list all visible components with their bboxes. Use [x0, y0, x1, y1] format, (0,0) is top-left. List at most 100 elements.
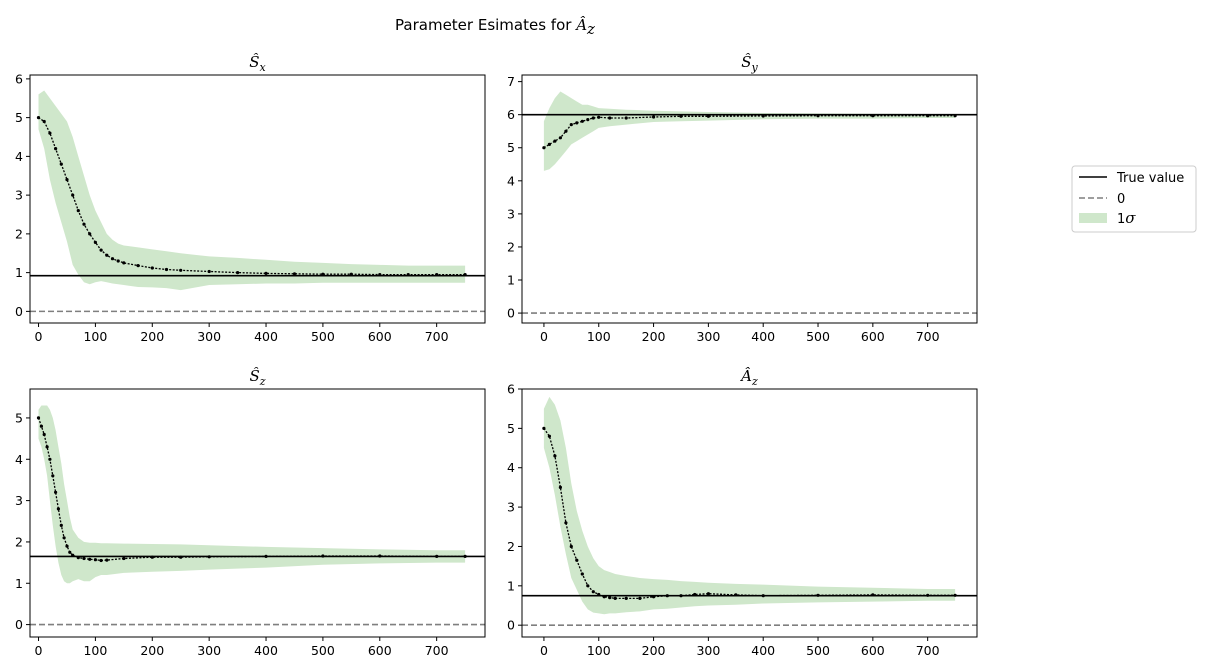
y-tick-label-sz: 3	[15, 493, 23, 508]
estimate-point-sy	[580, 119, 584, 123]
estimate-point-sx	[93, 240, 97, 244]
estimate-point-sy	[558, 136, 563, 140]
estimate-point-sy	[608, 116, 612, 120]
y-tick-label-az: 5	[507, 421, 515, 436]
plot-area-az	[522, 396, 977, 626]
estimate-point-az	[602, 595, 606, 599]
estimate-point-sz	[88, 557, 92, 561]
estimate-point-sx	[150, 266, 154, 270]
estimate-point-sz	[150, 555, 154, 559]
legend-band-label: 1σ	[1117, 209, 1136, 227]
estimate-point-sz	[54, 490, 58, 494]
y-tick-label-sx: 6	[15, 71, 23, 86]
x-tick-label-az: 200	[642, 643, 666, 658]
estimate-point-az	[569, 544, 573, 549]
sigma-band-az	[543, 396, 956, 615]
x-tick-label-sz: 300	[197, 643, 221, 658]
estimate-point-az	[553, 454, 557, 458]
x-tick-label-sx: 400	[254, 329, 278, 344]
estimate-point-sz	[51, 474, 55, 478]
legend-true-label: True value	[1116, 171, 1184, 186]
x-tick-label-sy: 500	[806, 329, 830, 344]
y-tick-label-sz: 0	[15, 617, 23, 632]
estimate-point-az	[926, 593, 930, 597]
estimate-point-az	[542, 426, 546, 430]
y-tick-label-az: 0	[507, 618, 515, 633]
panel-sx: 0 100 200 300 400 500 600 700 0 1 2 3 4 5 6 Ŝx	[15, 53, 486, 344]
legend-zero-label: 0	[1117, 192, 1125, 207]
estimate-point-sz	[207, 555, 211, 559]
estimate-point-sz	[264, 554, 268, 559]
x-tick-label-az: 100	[587, 643, 611, 658]
x-tick-label-sx: 200	[140, 329, 164, 344]
estimate-point-sx	[349, 272, 353, 276]
estimate-point-az	[564, 521, 568, 525]
estimate-point-sy	[624, 116, 628, 120]
estimate-point-sx	[122, 261, 126, 265]
estimate-point-sy	[761, 114, 765, 118]
estimate-point-sy	[553, 139, 557, 143]
estimate-point-sz	[42, 432, 46, 437]
estimate-point-sx	[76, 209, 80, 213]
estimate-point-sx	[36, 116, 41, 120]
estimate-point-sx	[99, 248, 103, 252]
panel-az: 0 100 200 300 400 500 600 700 0 1 2 3 4 5 6 Âz	[507, 367, 978, 658]
estimate-line-sx	[38, 117, 466, 276]
y-tick-label-az: 2	[507, 539, 515, 554]
y-tick-label-sx: 3	[15, 188, 23, 203]
estimate-point-sx	[463, 273, 467, 277]
x-tick-label-sz: 700	[425, 643, 449, 658]
estimate-point-az	[575, 558, 579, 562]
axes-frame-sz	[29, 388, 486, 638]
estimate-point-sx	[207, 269, 211, 274]
estimate-point-sy	[706, 114, 711, 118]
estimate-point-az	[761, 594, 765, 598]
plot-area-sz	[30, 405, 485, 626]
estimate-point-sx	[406, 273, 410, 277]
estimate-point-sx	[88, 232, 92, 236]
estimate-point-az	[580, 572, 584, 576]
estimate-point-sz	[62, 536, 66, 540]
x-tick-label-sy: 700	[916, 329, 940, 344]
estimate-point-sy	[816, 114, 820, 118]
subplot-title-az: Âz	[739, 367, 758, 388]
y-tick-label-az: 6	[507, 382, 515, 397]
x-tick-label-sz: 400	[254, 643, 278, 658]
y-tick-label-sx: 1	[15, 265, 23, 280]
estimate-point-az	[665, 594, 669, 598]
estimate-point-sy	[542, 146, 546, 150]
estimate-point-sy	[564, 129, 568, 133]
x-tick-label-sx: 100	[83, 329, 107, 344]
subplot-title-sx: Ŝx	[249, 53, 266, 74]
estimate-point-sx	[378, 273, 382, 277]
estimate-point-sz	[105, 558, 109, 562]
estimate-point-sx	[82, 222, 86, 226]
estimate-point-az	[871, 593, 875, 597]
estimate-point-az	[624, 596, 628, 601]
estimate-point-sz	[39, 424, 44, 428]
estimate-point-sz	[68, 550, 72, 554]
estimate-point-sz	[56, 507, 61, 511]
estimate-point-sy	[926, 114, 930, 118]
estimate-point-sx	[292, 272, 297, 276]
x-tick-label-sx: 700	[425, 329, 449, 344]
plot-area-sy	[522, 91, 977, 314]
estimate-point-az	[613, 596, 617, 601]
estimate-point-sx	[164, 267, 169, 272]
estimate-point-sx	[54, 147, 58, 151]
y-tick-label-sx: 2	[15, 226, 23, 241]
axes-frame-sx	[29, 74, 486, 324]
estimate-point-sx	[264, 271, 268, 275]
y-tick-label-az: 4	[507, 460, 515, 475]
estimate-point-sz	[71, 553, 75, 557]
estimate-point-sy	[597, 115, 601, 119]
y-tick-label-sy: 2	[507, 239, 515, 254]
sigma-band-sy	[543, 91, 956, 171]
sigma-band-sz	[38, 405, 466, 584]
x-tick-label-sx: 500	[311, 329, 335, 344]
estimate-point-sz	[65, 544, 69, 548]
y-tick-label-az: 3	[507, 500, 515, 515]
x-tick-label-sz: 200	[140, 643, 164, 658]
estimate-point-az	[558, 485, 563, 489]
x-tick-label-sy: 300	[696, 329, 720, 344]
